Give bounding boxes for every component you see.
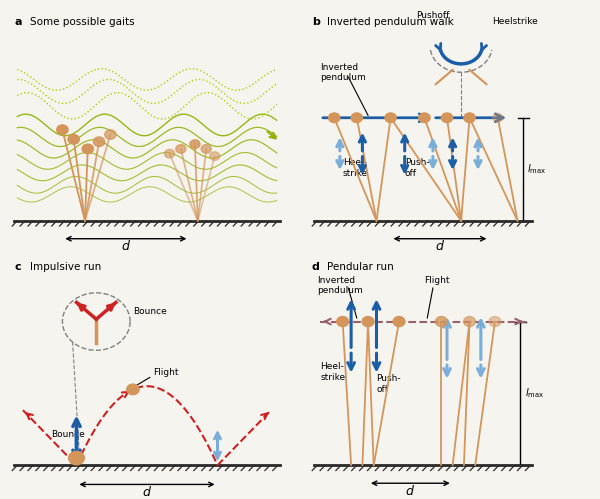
Text: $d$: $d$	[142, 485, 152, 499]
Circle shape	[105, 130, 116, 139]
Circle shape	[493, 113, 503, 122]
Circle shape	[489, 316, 501, 326]
Text: Bounce: Bounce	[133, 307, 167, 316]
Circle shape	[442, 113, 452, 123]
Circle shape	[464, 316, 475, 326]
Text: d: d	[311, 261, 320, 271]
Text: Inverted pendulum walk: Inverted pendulum walk	[327, 17, 454, 27]
Text: Some possible gaits: Some possible gaits	[30, 17, 134, 27]
Text: $l_{\mathrm{max}}$: $l_{\mathrm{max}}$	[527, 162, 547, 176]
Text: Bounce: Bounce	[51, 430, 85, 439]
Text: Heel-
strike: Heel- strike	[320, 362, 345, 382]
Circle shape	[385, 113, 396, 123]
Circle shape	[201, 145, 211, 153]
Circle shape	[209, 152, 220, 160]
Circle shape	[82, 144, 94, 154]
Text: $d$: $d$	[121, 240, 131, 253]
Circle shape	[393, 316, 405, 326]
Text: Push-
off: Push- off	[405, 159, 430, 178]
Text: a: a	[14, 17, 22, 27]
Text: $l_{\mathrm{max}}$: $l_{\mathrm{max}}$	[524, 387, 544, 400]
Circle shape	[164, 149, 175, 158]
Text: Flight: Flight	[424, 276, 450, 285]
Text: Heelstrike: Heelstrike	[492, 17, 538, 26]
Circle shape	[176, 145, 186, 153]
Text: Push-
off: Push- off	[377, 374, 401, 394]
Circle shape	[337, 316, 349, 326]
Text: Heel-
strike: Heel- strike	[343, 159, 368, 178]
Circle shape	[57, 125, 68, 135]
Circle shape	[329, 113, 340, 123]
Text: c: c	[14, 261, 21, 271]
Text: Pushoff: Pushoff	[416, 11, 449, 20]
Text: Inverted
pendulum: Inverted pendulum	[320, 63, 366, 82]
Circle shape	[362, 316, 374, 326]
Text: Impulsive run: Impulsive run	[30, 261, 101, 271]
Circle shape	[190, 140, 200, 148]
Circle shape	[94, 137, 105, 147]
Circle shape	[127, 384, 139, 395]
Text: Pendular run: Pendular run	[327, 261, 394, 271]
Text: $d$: $d$	[406, 484, 415, 498]
Circle shape	[351, 113, 362, 123]
Circle shape	[68, 452, 85, 465]
Circle shape	[464, 113, 475, 123]
Text: Flight: Flight	[152, 368, 178, 377]
Text: b: b	[311, 17, 320, 27]
Circle shape	[436, 316, 447, 326]
Circle shape	[68, 135, 79, 144]
Text: Inverted
pendulum: Inverted pendulum	[317, 276, 363, 295]
Text: $d$: $d$	[435, 240, 445, 253]
Circle shape	[419, 113, 430, 123]
